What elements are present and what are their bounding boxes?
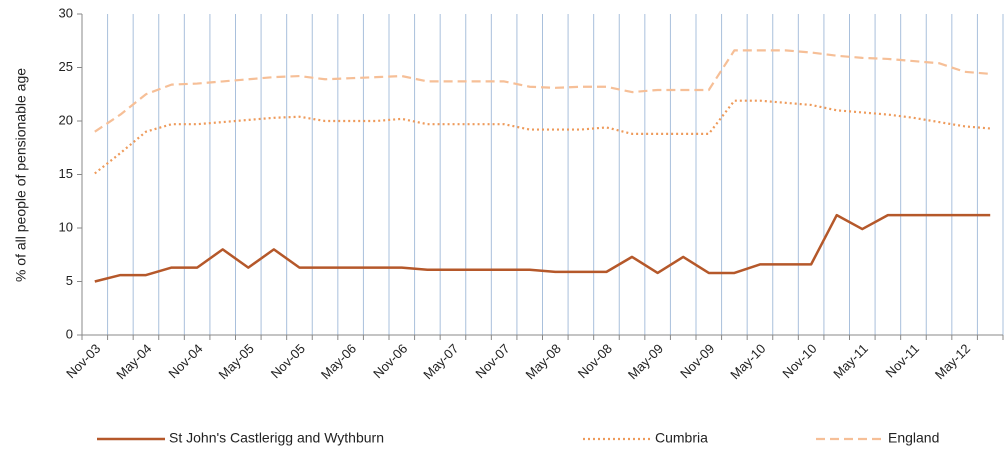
x-tick-label: May-04 [113, 341, 154, 382]
y-tick-label: 15 [59, 166, 73, 181]
x-tick-label: Nov-10 [779, 341, 819, 381]
x-tick-label: Nov-05 [268, 341, 308, 381]
x-tick-label: Nov-07 [472, 341, 512, 381]
x-tick-label: May-08 [523, 341, 564, 382]
legend-label: England [888, 430, 939, 446]
y-tick-label: 30 [59, 5, 73, 20]
x-tick-label: May-05 [216, 341, 257, 382]
x-tick-label: Nov-06 [370, 341, 410, 381]
x-tick-label: May-10 [727, 341, 768, 382]
x-tick-label: Nov-03 [63, 341, 103, 381]
x-tick-label: May-09 [625, 341, 666, 382]
x-tick-label: May-11 [830, 341, 871, 382]
x-tick-label: Nov-04 [165, 341, 205, 381]
x-tick-label: Nov-09 [677, 341, 717, 381]
legend-label: St John's Castlerigg and Wythburn [169, 430, 384, 446]
y-tick-label: 25 [59, 59, 73, 74]
x-tick-label: May-07 [420, 341, 461, 382]
y-tick-label: 20 [59, 112, 73, 127]
series-line [94, 213, 991, 283]
legend-label: Cumbria [655, 430, 708, 446]
x-tick-label: Nov-11 [882, 341, 922, 381]
y-tick-label: 10 [59, 219, 73, 234]
x-tick-label: May-12 [932, 341, 973, 382]
y-tick-label: 5 [66, 273, 73, 288]
series-line [94, 99, 991, 175]
y-axis-label: % of all people of pensionable age [13, 68, 29, 282]
series-line [94, 49, 991, 133]
x-tick-label: May-06 [318, 341, 359, 382]
y-tick-label: 0 [66, 326, 73, 341]
x-tick-label: Nov-08 [575, 341, 615, 381]
